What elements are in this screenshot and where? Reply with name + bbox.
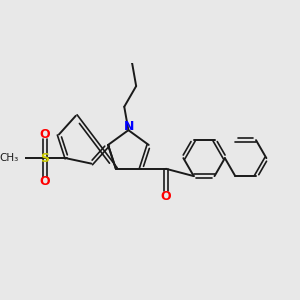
Text: N: N <box>124 120 134 133</box>
Text: CH₃: CH₃ <box>0 153 19 164</box>
Text: O: O <box>39 176 50 188</box>
Text: O: O <box>161 190 171 203</box>
Text: S: S <box>40 152 49 165</box>
Text: O: O <box>39 128 50 141</box>
